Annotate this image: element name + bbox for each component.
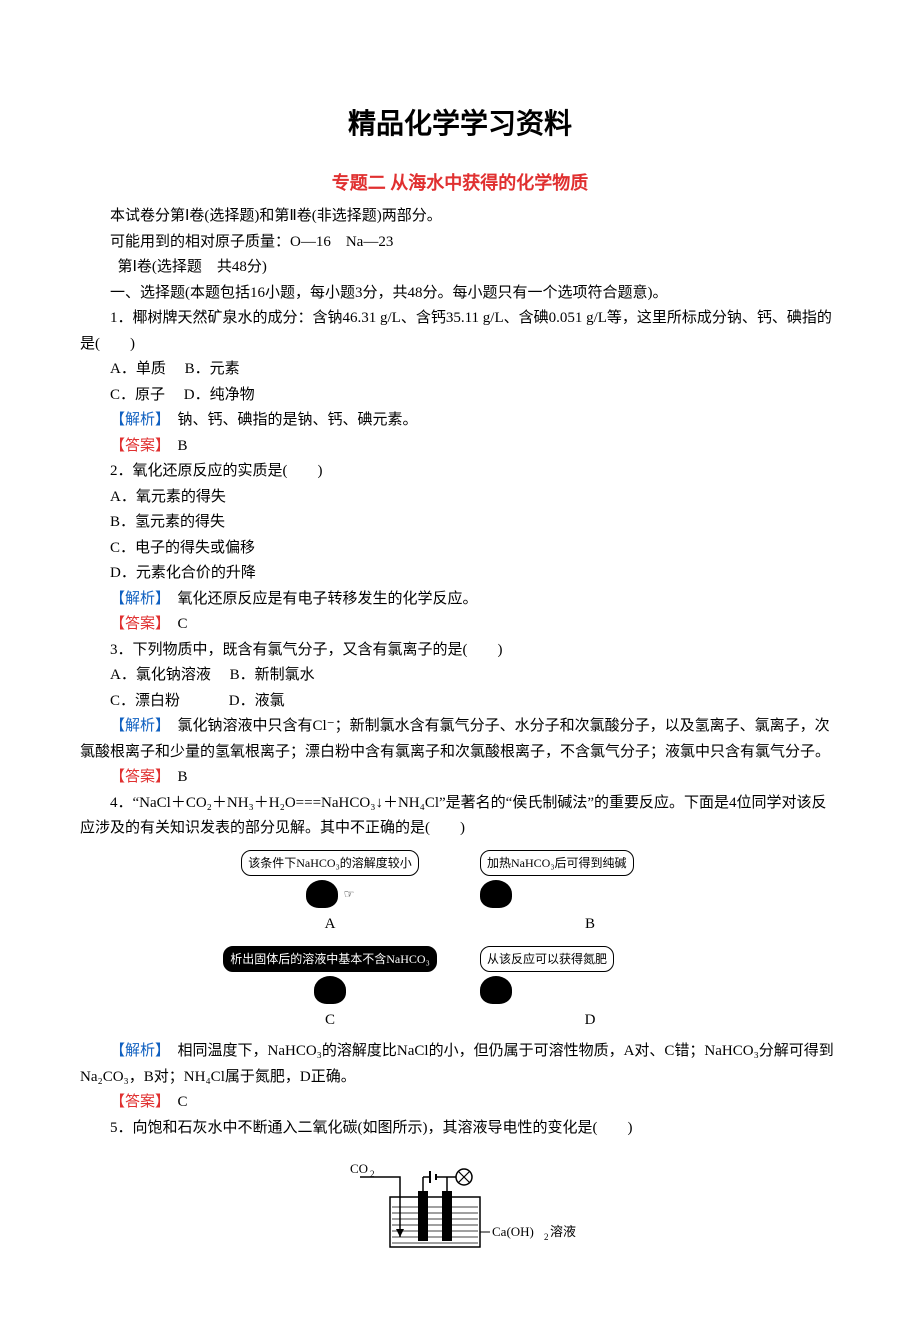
q4-labels-row1: A B: [220, 912, 700, 938]
q4-answer-label: 【答案】: [110, 1094, 163, 1110]
q4-bubble-a: 该条件下NaHCO₃的溶解度较小: [241, 850, 419, 876]
svg-text:2: 2: [370, 1169, 375, 1179]
q4-label-a: A: [220, 912, 440, 938]
q3-answer-text: B: [163, 769, 188, 785]
q3-options-row1: A．氯化钠溶液 B．新制氯水: [80, 663, 840, 689]
person-icon: [314, 976, 346, 1004]
q3-analysis: 【解析】 氯化钠溶液中只含有Cl⁻；新制氯水含有氯气分子、水分子和次氯酸分子，以…: [80, 714, 840, 765]
q2-stem: 2．氧化还原反应的实质是( ): [80, 459, 840, 485]
part1-heading: 第Ⅰ卷(选择题 共48分): [80, 255, 840, 281]
q4-stem: 4．“NaCl＋CO₂＋NH₃＋H₂O===NaHCO₃↓＋NH₄Cl”是著名的…: [80, 791, 840, 842]
person-icon: [306, 880, 338, 908]
q4-panel-a: 该条件下NaHCO₃的溶解度较小 ☞: [220, 850, 440, 908]
q4-panel-c: 析出固体后的溶液中基本不含NaHCO₃: [220, 946, 440, 1004]
q3-option-a: A．氯化钠溶液: [110, 667, 211, 683]
intro-line-2: 可能用到的相对原子质量：O—16 Na—23: [80, 230, 840, 256]
q2-analysis: 【解析】 氧化还原反应是有电子转移发生的化学反应。: [80, 587, 840, 613]
q2-option-a: A．氧元素的得失: [80, 485, 840, 511]
q3-option-d: D．液氯: [229, 693, 285, 709]
q4-panel-d: 从该反应可以获得氮肥: [480, 946, 700, 1004]
q2-answer: 【答案】 C: [80, 612, 840, 638]
svg-text:溶液: 溶液: [550, 1224, 576, 1239]
q2-answer-text: C: [163, 616, 188, 632]
intro-line-1: 本试卷分第Ⅰ卷(选择题)和第Ⅱ卷(非选择题)两部分。: [80, 204, 840, 230]
q3-analysis-text: 氯化钠溶液中只含有Cl⁻；新制氯水含有氯气分子、水分子和次氯酸分子，以及氢离子、…: [80, 718, 830, 760]
q4-answer-text: C: [163, 1094, 188, 1110]
q1-option-b: B．元素: [185, 361, 240, 377]
q3-analysis-label: 【解析】: [110, 718, 163, 734]
q4-bubble-b: 加热NaHCO₃后可得到纯碱: [480, 850, 634, 876]
q3-stem: 3．下列物质中，既含有氯气分子，又含有氯离子的是( ): [80, 638, 840, 664]
q1-analysis-text: 钠、钙、碘指的是钠、钙、碘元素。: [163, 412, 418, 428]
q4-figure: 该条件下NaHCO₃的溶解度较小 ☞ 加热NaHCO₃后可得到纯碱: [220, 850, 700, 908]
hand-icon: ☞: [344, 884, 355, 904]
q2-analysis-text: 氧化还原反应是有电子转移发生的化学反应。: [163, 591, 478, 607]
q1-option-a: A．单质: [110, 361, 166, 377]
q4-bubble-c: 析出固体后的溶液中基本不含NaHCO₃: [223, 946, 437, 972]
q4-label-c: C: [220, 1008, 440, 1034]
page-main-title: 精品化学学习资料: [80, 100, 840, 148]
q1-answer-label: 【答案】: [110, 438, 163, 454]
q4-answer: 【答案】 C: [80, 1090, 840, 1116]
q4-figure-row2: 析出固体后的溶液中基本不含NaHCO₃ 从该反应可以获得氮肥: [220, 946, 700, 1004]
q4-analysis-label: 【解析】: [110, 1043, 163, 1059]
q1-analysis: 【解析】 钠、钙、碘指的是钠、钙、碘元素。: [80, 408, 840, 434]
q2-analysis-label: 【解析】: [110, 591, 163, 607]
q4-labels-row2: C D: [220, 1008, 700, 1034]
q5-solution-label: Ca(OH): [492, 1224, 534, 1239]
q3-option-c: C．漂白粉: [110, 693, 180, 709]
q4-panel-b: 加热NaHCO₃后可得到纯碱: [480, 850, 700, 908]
q1-answer-text: B: [163, 438, 188, 454]
section-1-heading: 一、选择题(本题包括16小题，每小题3分，共48分。每小题只有一个选项符合题意)…: [80, 281, 840, 307]
page-subtitle: 专题二 从海水中获得的化学物质: [80, 168, 840, 199]
q4-analysis: 【解析】 相同温度下，NaHCO₃的溶解度比NaCl的小，但仍属于可溶性物质，A…: [80, 1039, 840, 1090]
q4-analysis-text: 相同温度下，NaHCO₃的溶解度比NaCl的小，但仍属于可溶性物质，A对、C错；…: [80, 1043, 834, 1085]
q2-option-d: D．元素化合价的升降: [80, 561, 840, 587]
svg-text:2: 2: [544, 1232, 549, 1242]
q2-option-c: C．电子的得失或偏移: [80, 536, 840, 562]
q4-bubble-d: 从该反应可以获得氮肥: [480, 946, 614, 972]
q1-options-row2: C．原子 D．纯净物: [80, 383, 840, 409]
person-icon: [480, 976, 512, 1004]
q2-option-b: B．氢元素的得失: [80, 510, 840, 536]
q5-figure: CO 2 Ca(OH) 2 溶液: [80, 1147, 840, 1257]
person-icon: [480, 880, 512, 908]
q1-option-d: D．纯净物: [184, 387, 255, 403]
q3-option-b: B．新制氯水: [230, 667, 315, 683]
q5-apparatus-svg: CO 2 Ca(OH) 2 溶液: [340, 1147, 580, 1257]
q4-label-b: B: [480, 912, 700, 938]
q1-stem: 1．椰树牌天然矿泉水的成分：含钠46.31 g/L、含钙35.11 g/L、含碘…: [80, 306, 840, 357]
q2-answer-label: 【答案】: [110, 616, 163, 632]
q4-label-d: D: [480, 1008, 700, 1034]
q5-co2-label: CO: [350, 1161, 368, 1176]
q1-analysis-label: 【解析】: [110, 412, 163, 428]
q3-options-row2: C．漂白粉 D．液氯: [80, 689, 840, 715]
q1-options-row1: A．单质 B．元素: [80, 357, 840, 383]
q1-answer: 【答案】 B: [80, 434, 840, 460]
q3-answer-label: 【答案】: [110, 769, 163, 785]
q5-stem: 5．向饱和石灰水中不断通入二氧化碳(如图所示)，其溶液导电性的变化是( ): [80, 1116, 840, 1142]
q1-option-c: C．原子: [110, 387, 165, 403]
q3-answer: 【答案】 B: [80, 765, 840, 791]
